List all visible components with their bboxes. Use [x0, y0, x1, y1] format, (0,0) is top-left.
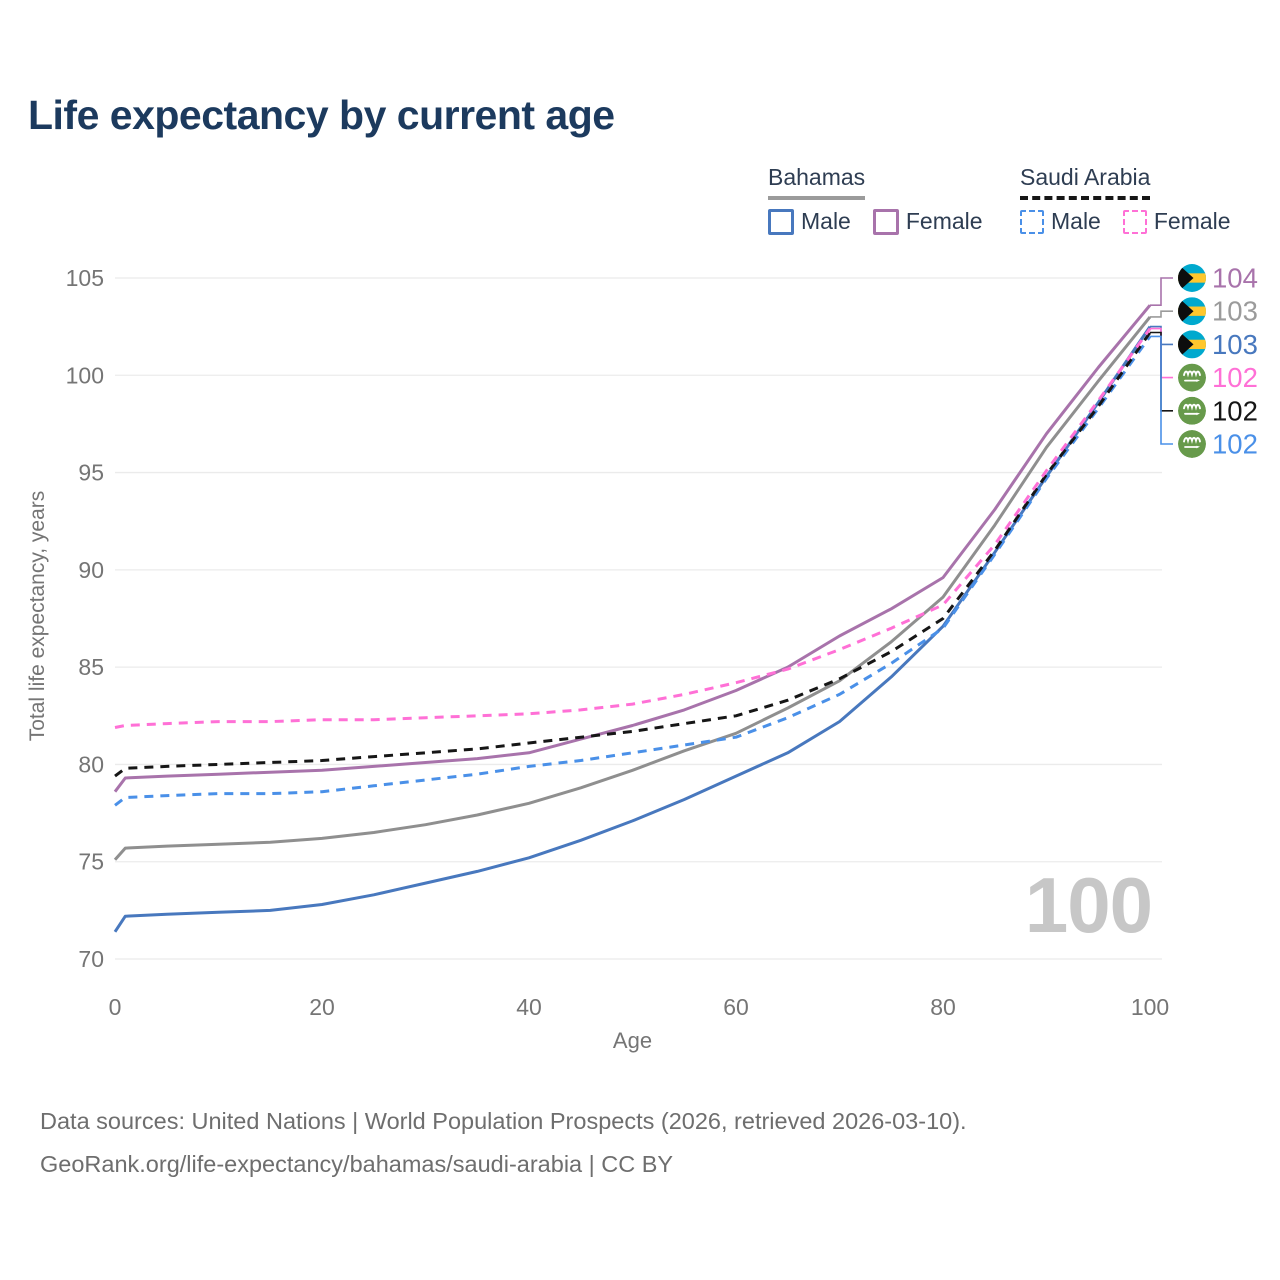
end-value-label-saudi_male: 102	[1212, 429, 1258, 460]
series-line-saudi_total[interactable]	[114, 331, 1152, 778]
age-watermark: 100	[1024, 861, 1153, 949]
series-line-saudi_male[interactable]	[114, 335, 1152, 807]
legend-swatch-bahamas-male[interactable]	[768, 208, 794, 235]
y-tick-label: 80	[78, 751, 104, 777]
x-tick-label: 20	[309, 994, 335, 1020]
y-tick-label: 100	[66, 362, 104, 388]
y-tick-label: 75	[78, 849, 104, 875]
y-tick-label: 90	[78, 557, 104, 583]
legend-swatch-saudi-male[interactable]	[1020, 209, 1044, 234]
legend-group-title-bahamas[interactable]: Bahamas	[768, 164, 866, 200]
legend-group-bahamas: Bahamas Male Female	[768, 164, 983, 235]
page-title: Life expectancy by current age	[28, 92, 615, 138]
x-tick-label: 60	[723, 994, 749, 1020]
footer-attribution-link[interactable]: GeoRank.org/life-expectancy/bahamas/saud…	[40, 1151, 674, 1177]
end-value-label-bahamas_total: 103	[1212, 296, 1258, 327]
bahamas-flag-icon	[1178, 264, 1206, 292]
end-label-leader-saudi_male	[1150, 335, 1173, 445]
legend-label-bahamas-female[interactable]: Female	[905, 208, 983, 234]
x-tick-label: 0	[109, 994, 122, 1020]
bahamas-flag-icon	[1178, 297, 1206, 326]
series-line-bahamas_total[interactable]	[113, 315, 1152, 861]
legend-swatch-bahamas-female[interactable]	[872, 208, 899, 235]
saudi-flag-icon	[1178, 396, 1206, 425]
y-tick-label: 85	[78, 654, 104, 680]
series-line-bahamas_male[interactable]	[113, 325, 1152, 933]
end-value-label-saudi_total: 102	[1212, 395, 1258, 426]
x-tick-label: 100	[1131, 994, 1169, 1020]
legend-label-saudi-female[interactable]: Female	[1153, 208, 1231, 234]
x-tick-label: 80	[930, 994, 956, 1020]
legend-row-saudi-arabia: Male Female	[1020, 208, 1231, 235]
legend-row-bahamas: Male Female	[768, 208, 983, 235]
saudi-flag-icon	[1178, 363, 1206, 392]
end-label-leader-bahamas_total	[1150, 310, 1173, 318]
legend-group-saudi-arabia: Saudi Arabia Male Female	[1020, 164, 1231, 235]
x-tick-label: 40	[516, 994, 542, 1020]
legend-swatch-saudi-female[interactable]	[1122, 209, 1147, 234]
y-tick-label: 105	[66, 265, 104, 291]
end-value-label-bahamas_female: 104	[1212, 263, 1258, 294]
legend-label-saudi-male[interactable]: Male	[1051, 208, 1101, 234]
footer-data-sources: Data sources: United Nations | World Pop…	[40, 1108, 967, 1134]
y-tick-label: 95	[78, 460, 104, 486]
footer: Data sources: United Nations | World Pop…	[40, 1108, 967, 1194]
y-tick-label: 70	[78, 946, 104, 972]
x-axis-title: Age	[613, 1028, 652, 1053]
bahamas-flag-icon	[1178, 330, 1206, 359]
end-value-label-bahamas_male: 103	[1212, 329, 1258, 360]
saudi-flag-icon	[1178, 430, 1206, 458]
end-label-leader-bahamas_female	[1150, 277, 1173, 306]
legend-group-title-saudi-arabia[interactable]: Saudi Arabia	[1020, 164, 1151, 200]
series-line-saudi_female[interactable]	[114, 327, 1152, 729]
series-line-bahamas_female[interactable]	[113, 304, 1152, 793]
legend-label-bahamas-male[interactable]: Male	[801, 208, 851, 234]
end-value-label-saudi_female: 102	[1212, 362, 1258, 393]
y-axis-title: Total life expectancy, years	[26, 491, 49, 742]
